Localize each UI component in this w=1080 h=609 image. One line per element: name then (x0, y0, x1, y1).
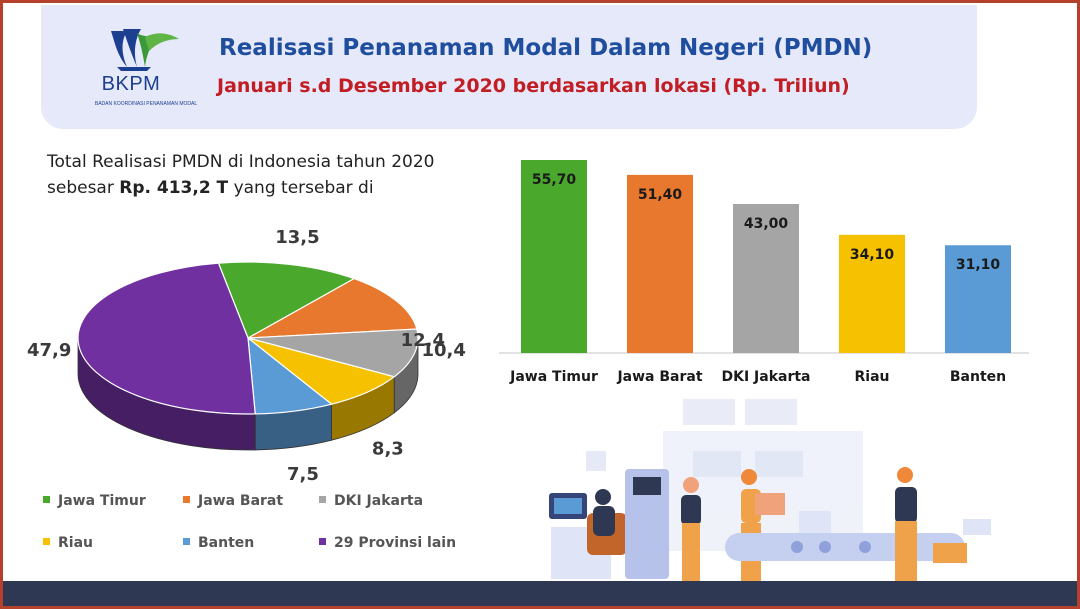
pie-side-walls (77, 337, 419, 451)
pie-label-29-provinsi-lain: 47,9 (27, 340, 71, 361)
background-box-4 (755, 451, 803, 477)
bar-category-label-jawa-timur: Jawa Timur (509, 369, 598, 385)
worker-1-head (595, 489, 611, 505)
bar-category-label-banten: Banten (950, 369, 1006, 385)
pie-top (77, 261, 419, 415)
pie-label-jawa-timur: 13,5 (275, 227, 319, 248)
pie-slice-jawa-barat (247, 277, 418, 339)
box-orange (933, 543, 967, 563)
worker-1-body (593, 506, 615, 536)
legend-label: 29 Provinsi lain (334, 535, 457, 551)
control-screen (633, 477, 661, 495)
pie-slice-riau (247, 337, 396, 405)
conveyor-belt (725, 533, 965, 561)
monitor-screen (554, 498, 582, 514)
pie-label-riau: 8,3 (372, 438, 404, 459)
pie-chart: 13,5 12,410,4 8,3 7,5 47,9 (27, 227, 466, 483)
conveyor-box (799, 511, 831, 533)
bar-value-label-banten: 31,10 (956, 257, 1001, 273)
gear-icon-1 (791, 541, 803, 553)
bar-dki-jakarta (733, 204, 799, 353)
pie-slice-jawa-timur (217, 261, 356, 339)
worker-2-legs (682, 523, 700, 581)
header-banner: BKPM BADAN KOORDINASI PENANAMAN MODAL Re… (41, 5, 977, 129)
legend-label: Jawa Timur (58, 493, 146, 509)
bkpm-emblem-icon (111, 29, 179, 71)
legend-item-riau: Riau (43, 535, 93, 551)
logo-subtext: BADAN KOORDINASI PENANAMAN MODAL (94, 101, 198, 107)
bar-value-label-dki-jakarta: 43,00 (744, 216, 789, 232)
worker-4-body (895, 487, 917, 523)
gear-icon-3 (859, 541, 871, 553)
bar-value-label-jawa-barat: 51,40 (638, 187, 683, 203)
legend-item-29-provinsi-lain: 29 Provinsi lain (319, 535, 456, 551)
bkpm-logo: BKPM BADAN KOORDINASI PENANAMAN MODAL (71, 23, 221, 113)
intro-text: Total Realisasi PMDN di Indonesia tahun … (47, 149, 467, 201)
page-title: Realisasi Penanaman Modal Dalam Negeri (… (219, 35, 873, 61)
bar-category-label-jawa-barat: Jawa Barat (616, 369, 702, 385)
legend-item-dki-jakarta: DKI Jakarta (319, 493, 423, 509)
bar-riau (839, 234, 905, 353)
factory-illustration (549, 399, 991, 581)
legend-item-jawa-timur: Jawa Timur (43, 493, 146, 509)
pie-label-banten: 7,5 (287, 464, 319, 483)
box-light (963, 519, 991, 535)
bar-value-label-riau: 34,10 (850, 247, 895, 263)
worker-2-head (683, 477, 699, 493)
legend-label: Jawa Barat (198, 493, 284, 509)
bar-jawa-barat (627, 174, 693, 353)
bar-banten (945, 245, 1011, 353)
bar-chart: 55,70 Jawa Timur 51,40 Jawa Barat 43,00 DKI J… (499, 160, 1029, 385)
background-box-3 (693, 451, 741, 477)
background-box-1 (683, 399, 735, 425)
intro-total-value: Rp. 413,2 T (119, 178, 229, 198)
bar-category-label-riau: Riau (855, 369, 890, 385)
footer-bar (3, 581, 1077, 606)
background-box-5 (586, 451, 606, 471)
legend-item-banten: Banten (183, 535, 254, 551)
bar-jawa-timur (521, 160, 587, 353)
worker-3-hardhat (741, 469, 757, 485)
worker-4-hardhat (897, 467, 913, 483)
legend-label: Riau (58, 535, 93, 551)
legend-item-jawa-barat: Jawa Barat (183, 493, 283, 509)
bar-value-label-jawa-timur: 55,70 (532, 172, 577, 188)
legend-swatch-icon (183, 496, 190, 503)
intro-text-before: Total Realisasi PMDN di Indonesia tahun … (47, 152, 435, 198)
bar-category-label-dki-jakarta: DKI Jakarta (721, 369, 810, 385)
logo-text: BKPM (101, 73, 161, 95)
legend-swatch-icon (319, 538, 326, 545)
legend-swatch-icon (43, 538, 50, 545)
legend-label: DKI Jakarta (334, 493, 424, 509)
gear-icon-2 (819, 541, 831, 553)
worker-2-body (681, 495, 701, 525)
legend-swatch-icon (319, 496, 326, 503)
pie-value-labels: 13,5 12,410,4 8,3 7,5 47,9 (27, 227, 466, 483)
background-box-2 (745, 399, 797, 425)
pie-slice-29-provinsi-lain (77, 262, 256, 415)
legend-label: Banten (198, 535, 255, 551)
pie-label-dki-jakarta: 10,4 (421, 340, 465, 361)
pie-label-jawa-barat: 12,4 (401, 330, 445, 351)
legend-swatch-icon (183, 538, 190, 545)
intro-text-after: yang tersebar di (228, 178, 374, 198)
pie-slice-dki-jakarta (247, 328, 419, 378)
legend-swatch-icon (43, 496, 50, 503)
worker-4-legs (895, 521, 917, 581)
control-machine (625, 469, 669, 579)
carried-box (755, 493, 785, 515)
page-subtitle: Januari s.d Desember 2020 berdasarkan lo… (217, 75, 850, 97)
